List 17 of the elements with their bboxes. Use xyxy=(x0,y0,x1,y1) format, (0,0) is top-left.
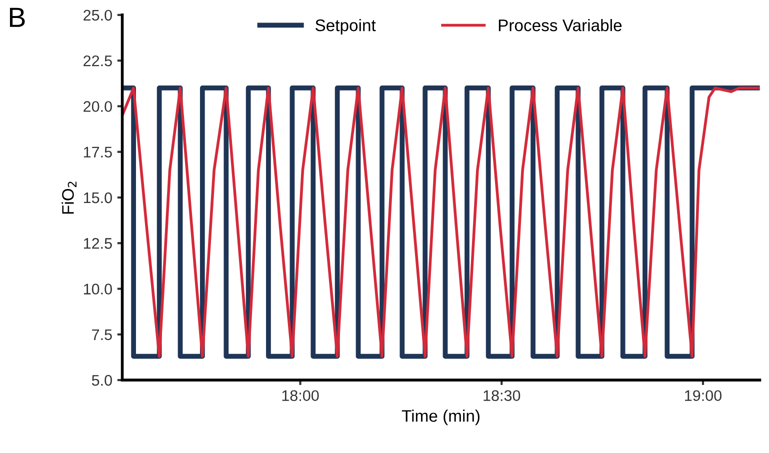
x-tick-label: 18:00 xyxy=(282,390,319,402)
x-axis-title: Time (min) xyxy=(402,410,480,426)
y-tick-label: 22.5 xyxy=(84,55,112,66)
y-tick-label: 7.5 xyxy=(92,329,112,340)
y-tick-label: 5.0 xyxy=(92,374,112,386)
y-tick-label: 25.0 xyxy=(84,10,112,21)
y-tick-label: 12.5 xyxy=(84,238,112,249)
y-axis-title: FiO$_{2}$ xyxy=(62,182,76,214)
y-tick-label: 15.0 xyxy=(84,192,112,204)
y-tick-label: 10.0 xyxy=(84,284,112,294)
y-tick-label: 17.5 xyxy=(84,146,112,158)
y-tick-label: 20.0 xyxy=(84,101,112,112)
legend-label: Setpoint xyxy=(315,18,376,35)
chart-title: B xyxy=(10,8,25,27)
x-tick-label: 19:00 xyxy=(685,390,722,402)
x-tick-label: 18:30 xyxy=(484,390,520,402)
legend-label: Process Variable xyxy=(498,18,622,32)
